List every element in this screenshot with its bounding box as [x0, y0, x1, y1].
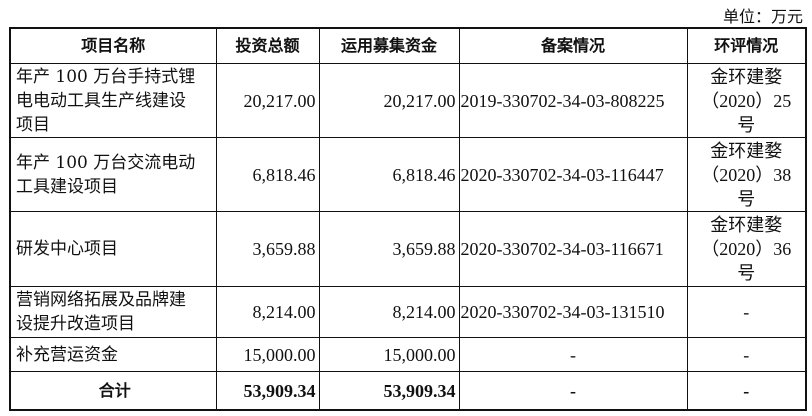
table-row: 研发中心项目 3,659.88 3,659.88 2020-330702-34-…: [9, 211, 807, 287]
investment: 8,214.00: [215, 286, 320, 338]
eia: 金环建婺（2020）25号: [686, 63, 807, 138]
project-name: 营销网络拓展及品牌建设提升改造项目: [9, 286, 217, 338]
total-filing: -: [458, 371, 688, 411]
total-row: 合计 53,909.34 53,909.34 - -: [9, 371, 807, 411]
eia: 金环建婺（2020）36号: [686, 211, 807, 287]
eia: 金环建婺（2020）38号: [686, 137, 807, 212]
investment: 20,217.00: [215, 63, 320, 138]
raised-funds: 6,818.46: [318, 137, 460, 212]
filing: 2020-330702-34-03-131510: [458, 286, 688, 338]
fund-usage-table: 项目名称 投资总额 运用募集资金 备案情况 环评情况 年产 100 万台手持式锂…: [9, 27, 807, 411]
total-label: 合计: [9, 371, 217, 411]
header-raised-funds: 运用募集资金: [318, 27, 460, 64]
project-name: 研发中心项目: [9, 211, 217, 287]
filing: 2020-330702-34-03-116671: [458, 211, 688, 287]
table-row: 补充营运资金 15,000.00 15,000.00 - -: [9, 337, 807, 372]
investment: 6,818.46: [215, 137, 320, 212]
raised-funds: 8,214.00: [318, 286, 460, 338]
unit-label: 单位：万元: [722, 7, 803, 26]
eia: -: [686, 286, 807, 338]
header-row: 项目名称 投资总额 运用募集资金 备案情况 环评情况: [9, 27, 807, 64]
investment: 15,000.00: [215, 337, 320, 372]
total-raised-funds: 53,909.34: [318, 371, 460, 411]
table-row: 年产 100 万台手持式锂电电动工具生产线建设项目 20,217.00 20,2…: [9, 63, 807, 138]
header-project-name: 项目名称: [9, 27, 217, 64]
table-row: 营销网络拓展及品牌建设提升改造项目 8,214.00 8,214.00 2020…: [9, 286, 807, 338]
project-name: 补充营运资金: [9, 337, 217, 372]
total-investment: 53,909.34: [215, 371, 320, 411]
filing: 2020-330702-34-03-116447: [458, 137, 688, 212]
header-filing: 备案情况: [458, 27, 688, 64]
raised-funds: 3,659.88: [318, 211, 460, 287]
investment: 3,659.88: [215, 211, 320, 287]
eia: -: [686, 337, 807, 372]
filing: 2019-330702-34-03-808225: [458, 63, 688, 138]
header-eia: 环评情况: [686, 27, 807, 64]
project-name: 年产 100 万台交流电动工具建设项目: [9, 137, 217, 212]
raised-funds: 15,000.00: [318, 337, 460, 372]
filing: -: [458, 337, 688, 372]
raised-funds: 20,217.00: [318, 63, 460, 138]
table-row: 年产 100 万台交流电动工具建设项目 6,818.46 6,818.46 20…: [9, 137, 807, 212]
header-investment: 投资总额: [215, 27, 320, 64]
project-name: 年产 100 万台手持式锂电电动工具生产线建设项目: [9, 63, 217, 138]
total-eia: -: [686, 371, 807, 411]
